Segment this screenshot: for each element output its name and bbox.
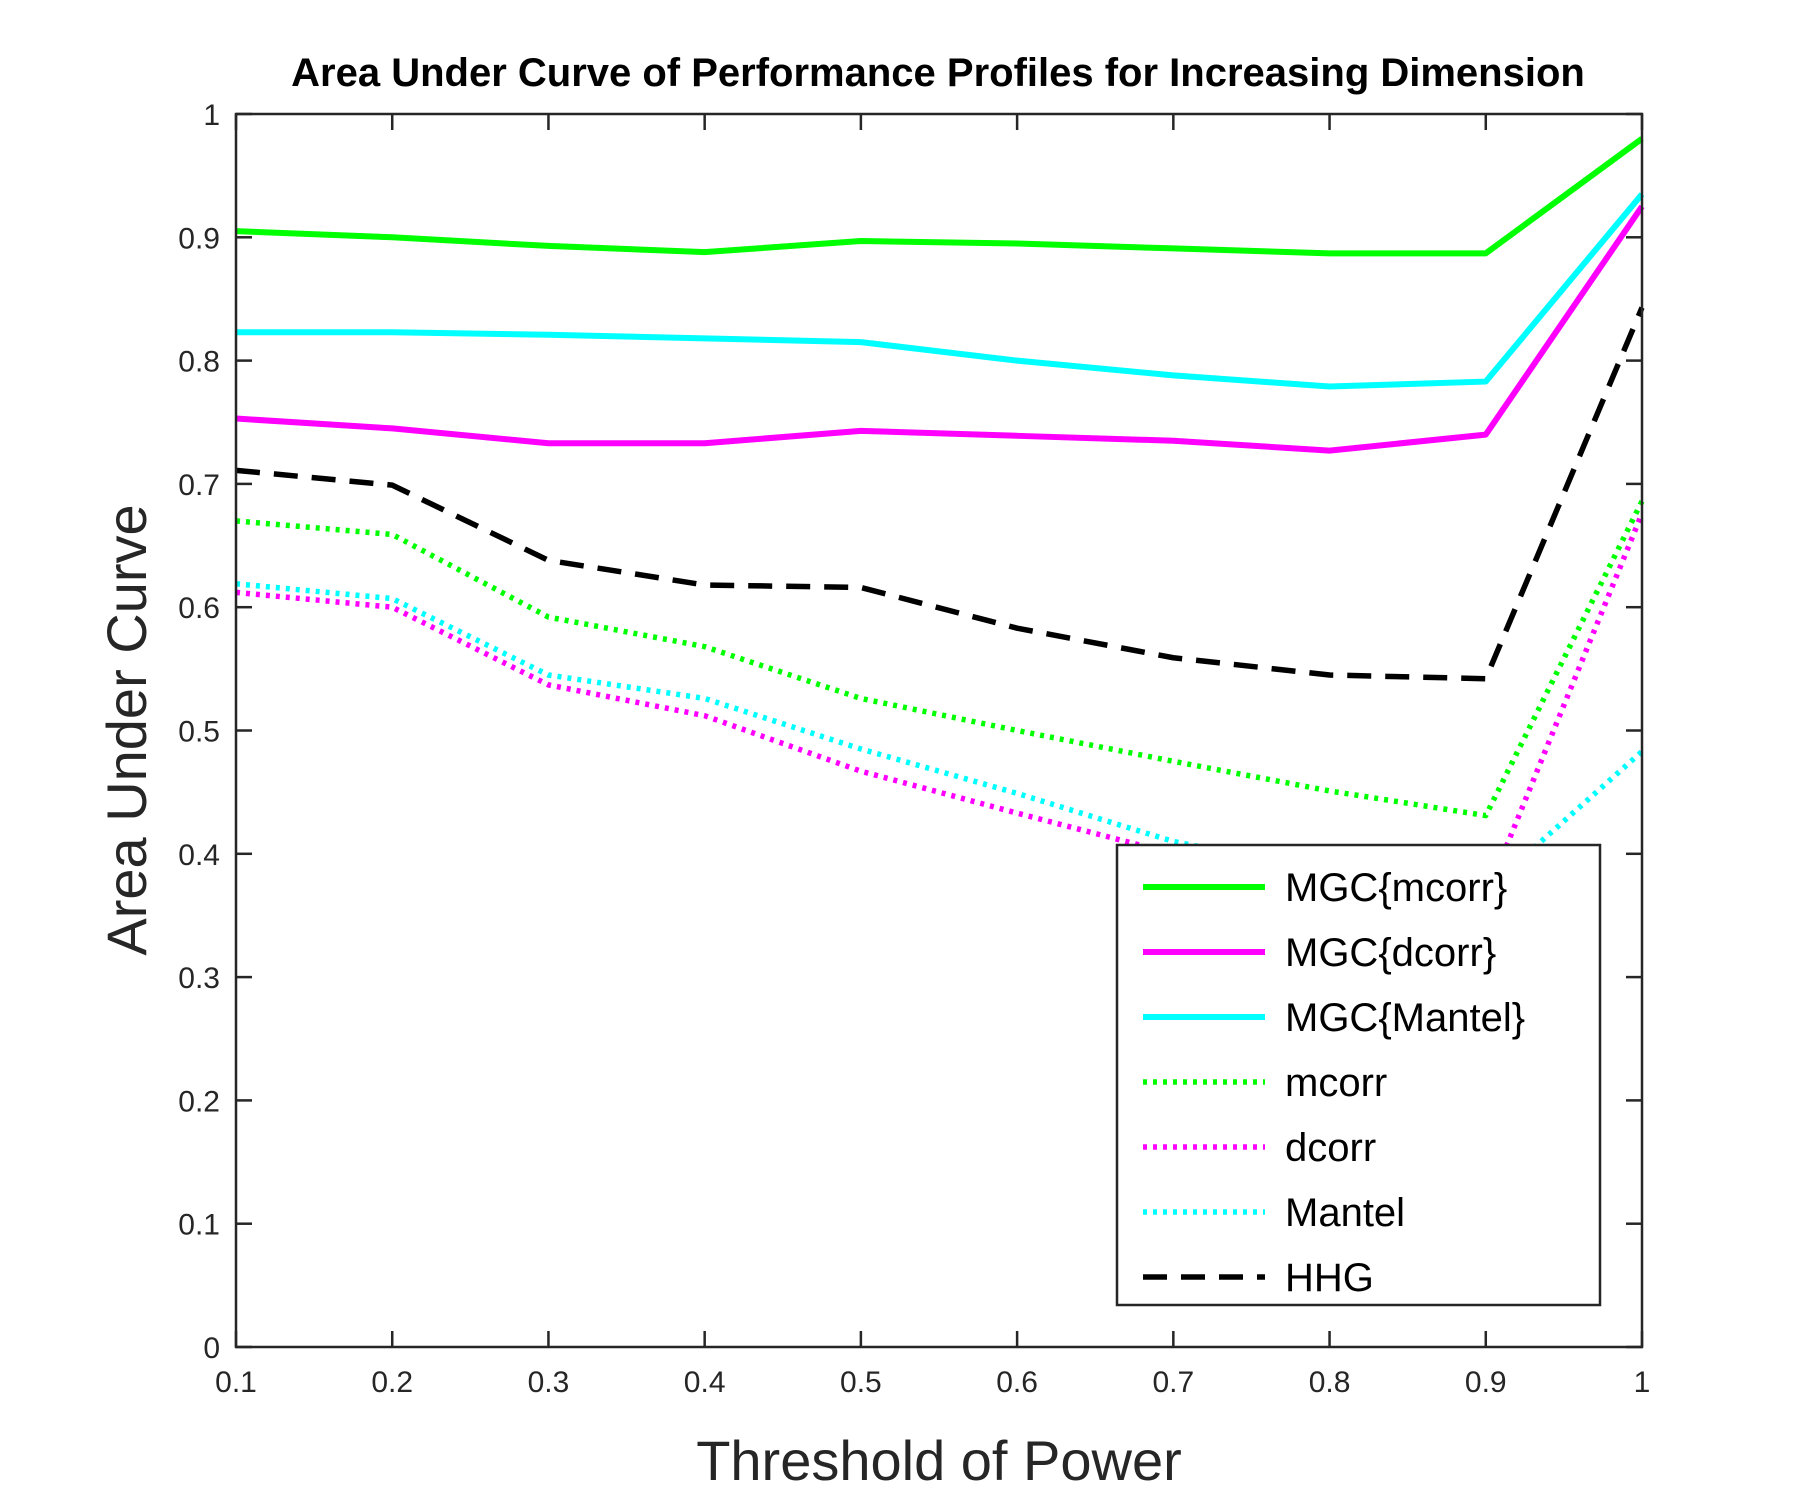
series-line-1	[235, 136, 1644, 257]
plot-series	[235, 136, 1645, 900]
x-tick-label: 0.8	[1309, 1366, 1351, 1399]
legend-label-4: mcorr	[1285, 1061, 1387, 1105]
legend-label-2: MGC{dcorr}	[1285, 931, 1496, 975]
series-line-7	[235, 306, 1645, 682]
tick-labels: 0.1 0.2 0.3 0.4 0.5 0.6 0.7 0.8 0.9 100.10.20.30.…	[178, 99, 1650, 1399]
axis-ticks	[234, 112, 1644, 1349]
series-line-6	[235, 581, 1644, 894]
x-tick-label: 0.9	[1465, 1366, 1507, 1399]
y-tick-label: 1	[203, 99, 220, 132]
x-axis-title: Threshold of Power	[696, 1429, 1182, 1492]
legend-label-7: HHG	[1285, 1256, 1374, 1300]
y-tick-label: 0.2	[178, 1085, 220, 1118]
y-axis-title: Area Under Curve	[95, 504, 158, 955]
y-tick-label: 0.4	[178, 839, 220, 872]
legend-label-1: MGC{mcorr}	[1285, 866, 1507, 910]
legend-box	[1115, 843, 1602, 1307]
y-tick-label: 0.3	[178, 962, 220, 995]
series-line-5	[235, 512, 1645, 900]
legend-entries: MGC{mcorr} MGC{dcorr} MGC{Mantel} mcorr dcor…	[1143, 866, 1525, 1300]
y-tick-label: 0.5	[178, 716, 220, 749]
x-tick-label: 0.3	[528, 1366, 570, 1399]
legend-label-6: Mantel	[1285, 1191, 1405, 1235]
series-line-2	[235, 204, 1645, 454]
x-tick-label: 0.6	[996, 1366, 1038, 1399]
y-tick-label: 0.1	[178, 1209, 220, 1242]
y-tick-label: 0.9	[178, 222, 220, 255]
x-tick-label: 0.7	[1152, 1366, 1194, 1399]
series-line-3	[236, 192, 1645, 390]
series-line-4	[235, 499, 1645, 819]
y-tick-label: 0.8	[178, 346, 220, 379]
x-tick-label: 0.5	[840, 1366, 882, 1399]
chart-title: Area Under Curve of Performance Profiles…	[291, 51, 1585, 95]
x-tick-label: 0.2	[371, 1366, 413, 1399]
x-tick-label: 0.1	[215, 1366, 257, 1399]
legend: MGC{mcorr} MGC{dcorr} MGC{Mantel} mcorr dcor…	[1115, 843, 1602, 1307]
y-tick-label: 0.7	[178, 469, 220, 502]
legend-label-5: dcorr	[1285, 1126, 1376, 1170]
x-tick-label: 0.4	[684, 1366, 726, 1399]
legend-label-3: MGC{Mantel}	[1285, 996, 1525, 1040]
y-tick-label: 0	[203, 1332, 220, 1365]
y-tick-label: 0.6	[178, 592, 220, 625]
x-tick-label: 1	[1634, 1366, 1651, 1399]
